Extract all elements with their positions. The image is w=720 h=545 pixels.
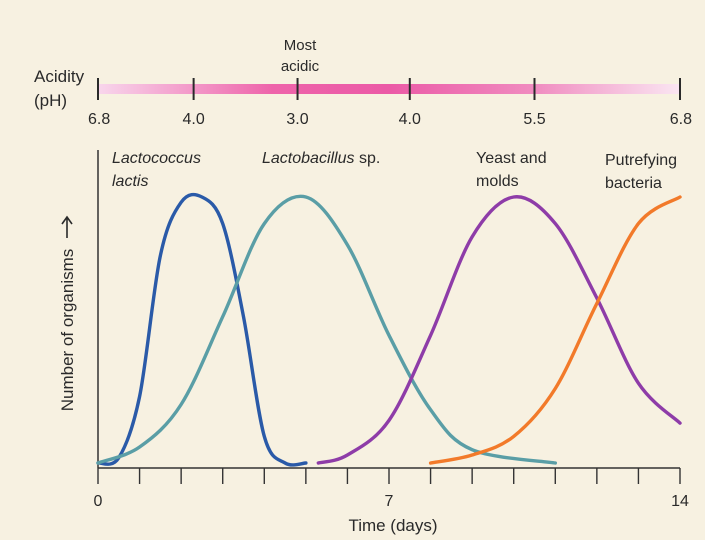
x-axis-tick-labels: 0 7 14 bbox=[94, 493, 689, 510]
series-line-yeast-and-molds bbox=[316, 195, 682, 465]
series-line-lactobacillus-sp bbox=[96, 194, 557, 465]
acidity-tick-label: 4.0 bbox=[399, 111, 421, 128]
right-margin bbox=[705, 0, 720, 540]
label-lactobacillus-sp: sp. bbox=[355, 150, 381, 167]
x-tick-label: 14 bbox=[671, 493, 689, 510]
ph-label: (pH) bbox=[34, 91, 67, 110]
x-tick-label: 7 bbox=[385, 493, 394, 510]
most-acidic-annotation-line1: Most bbox=[284, 37, 317, 54]
y-axis-label-group: Number of organisms bbox=[58, 215, 77, 412]
succession-chart: 6.8 4.0 3.0 4.0 5.5 6.8 Acidity (pH) Most aci… bbox=[34, 37, 692, 535]
series-line-lactococcus-lactis bbox=[96, 192, 308, 467]
y-axis-arrow-icon bbox=[61, 215, 73, 238]
label-lactobacillus-genus: Lactobacillus bbox=[262, 150, 355, 167]
x-tick-label: 0 bbox=[94, 493, 103, 510]
label-yeast-line1: Yeast and bbox=[476, 150, 547, 167]
acidity-tick-label: 5.5 bbox=[523, 111, 545, 128]
label-putrefying-line2: bacteria bbox=[605, 175, 662, 192]
label-lactococcus-line2: lactis bbox=[112, 173, 148, 190]
acidity-tick-label: 6.8 bbox=[670, 111, 692, 128]
acidity-tick-label: 6.8 bbox=[88, 111, 110, 128]
acidity-tick-label: 3.0 bbox=[286, 111, 308, 128]
label-yeast-line2: molds bbox=[476, 173, 519, 190]
x-axis-label: Time (days) bbox=[348, 516, 437, 535]
chart-figure: 6.8 4.0 3.0 4.0 5.5 6.8 Acidity (pH) Most aci… bbox=[0, 0, 705, 540]
series-line-putrefying-bacteria bbox=[428, 195, 682, 465]
label-lactococcus-line1: Lactococcus bbox=[112, 150, 201, 167]
y-axis-label: Number of organisms bbox=[58, 249, 77, 412]
axes: 0 7 14 Time (days) Number of organisms bbox=[58, 150, 689, 535]
acidity-tick-label: 4.0 bbox=[182, 111, 204, 128]
series-labels: Lactococcus lactis Lactobacillus sp. Yea… bbox=[112, 150, 677, 192]
acidity-gradient-bar bbox=[98, 84, 680, 94]
label-lactobacillus: Lactobacillus sp. bbox=[262, 150, 380, 167]
series-curves bbox=[96, 192, 682, 467]
acidity-scale: 6.8 4.0 3.0 4.0 5.5 6.8 Acidity (pH) Most aci… bbox=[34, 37, 692, 128]
acidity-ticks: 6.8 4.0 3.0 4.0 5.5 6.8 bbox=[88, 78, 692, 128]
most-acidic-annotation-line2: acidic bbox=[281, 58, 320, 75]
x-axis-ticks bbox=[97, 468, 681, 484]
label-putrefying-line1: Putrefying bbox=[605, 152, 677, 169]
acidity-label: Acidity bbox=[34, 67, 85, 86]
